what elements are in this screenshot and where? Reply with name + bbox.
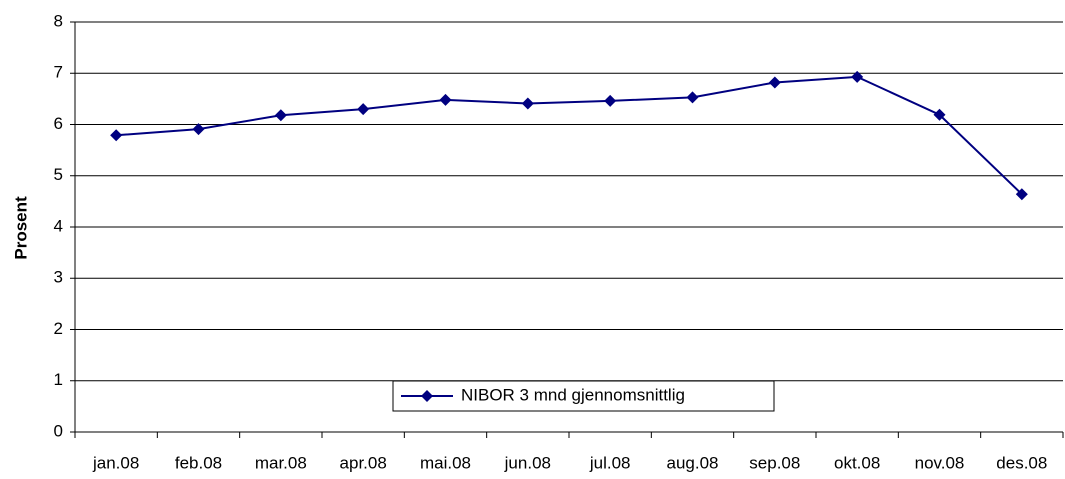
x-tick-label: okt.08	[834, 453, 880, 472]
x-tick-label: jun.08	[504, 453, 551, 472]
y-tick-label: 4	[54, 216, 63, 235]
marker	[933, 108, 946, 121]
marker	[1015, 188, 1028, 201]
legend-label: NIBOR 3 mnd gjennomsnittlig	[461, 385, 685, 404]
x-tick-label: mai.08	[420, 453, 471, 472]
x-tick-label: feb.08	[175, 453, 222, 472]
y-tick-label: 3	[54, 268, 63, 287]
y-tick-label: 7	[54, 63, 63, 82]
marker	[686, 91, 699, 104]
y-tick-label: 5	[54, 165, 63, 184]
marker	[521, 97, 534, 110]
x-tick-label: jan.08	[92, 453, 139, 472]
line	[116, 75, 1023, 195]
marker	[357, 103, 370, 116]
marker	[768, 76, 781, 89]
x-tick-label: des.08	[996, 453, 1047, 472]
marker	[274, 109, 287, 122]
y-tick-label: 2	[54, 319, 63, 338]
marker	[192, 123, 205, 136]
marker	[439, 93, 452, 106]
x-tick-label: nov.08	[915, 453, 965, 472]
x-tick-label: jul.08	[589, 453, 631, 472]
x-tick-label: sep.08	[749, 453, 800, 472]
y-tick-label: 8	[54, 11, 63, 30]
y-axis-label: Prosent	[11, 196, 30, 260]
y-tick-label: 1	[54, 370, 63, 389]
marker	[851, 70, 864, 83]
marker	[110, 129, 123, 142]
marker	[604, 94, 617, 107]
x-tick-label: apr.08	[340, 453, 387, 472]
x-tick-label: aug.08	[667, 453, 719, 472]
x-tick-label: mar.08	[255, 453, 307, 472]
legend-marker	[421, 390, 433, 402]
y-tick-label: 0	[54, 421, 63, 440]
legend-box	[392, 380, 775, 412]
y-tick-label: 6	[54, 114, 63, 133]
